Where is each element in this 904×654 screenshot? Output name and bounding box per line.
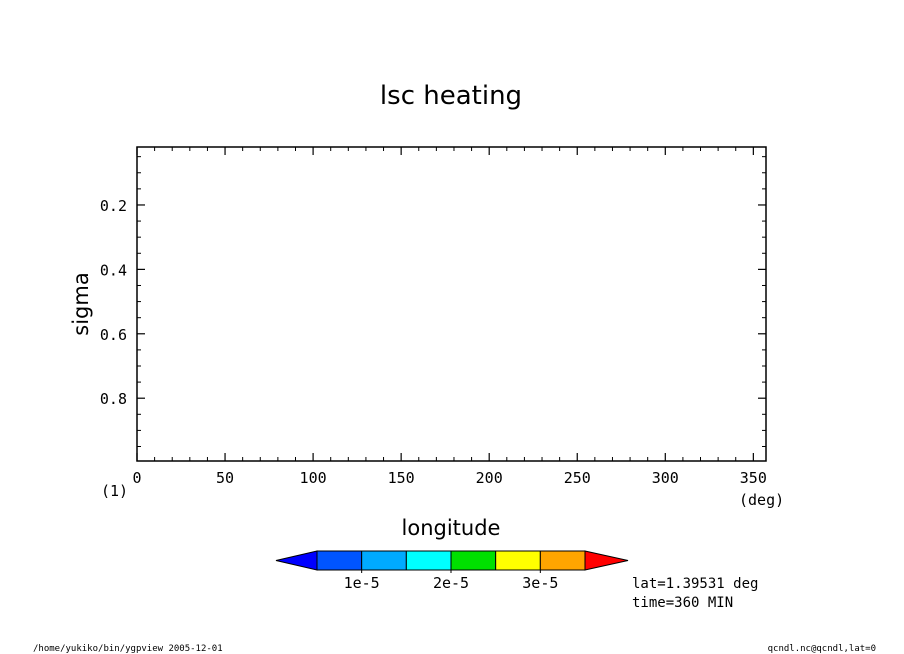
x-tick-label: 0 <box>132 469 141 487</box>
y-axis-label: sigma <box>69 272 93 335</box>
colorbar-tick-label: 2e-5 <box>433 574 469 592</box>
y-tick-label: 0.4 <box>100 261 127 279</box>
y-tick-label: 0.2 <box>100 197 127 215</box>
x-tick-label: 50 <box>216 469 234 487</box>
x-axis-tick-labels: 0 50 100 150 200 250 300 350 <box>132 469 766 487</box>
x-tick-label: 350 <box>740 469 767 487</box>
corner-label: (1) <box>101 482 128 500</box>
plot-area <box>136 146 767 462</box>
x-axis-ticks <box>136 147 754 461</box>
colorbar-tick-labels: 1e-5 2e-5 3e-5 <box>344 570 558 592</box>
chart-title: lsc heating <box>380 81 522 111</box>
colorbar-tick-label: 1e-5 <box>344 574 380 592</box>
x-tick-label: 300 <box>652 469 679 487</box>
annotation-time: time=360 MIN <box>632 595 733 611</box>
x-tick-label: 100 <box>300 469 327 487</box>
x-axis-unit: (deg) <box>739 491 784 509</box>
x-tick-label: 200 <box>476 469 503 487</box>
y-tick-label: 0.6 <box>100 326 127 344</box>
colorbar-segment <box>539 550 586 571</box>
colorbar <box>275 550 629 571</box>
y-tick-label: 0.8 <box>100 390 127 408</box>
x-tick-label: 150 <box>388 469 415 487</box>
annotation-lat: lat=1.39531 deg <box>632 576 758 592</box>
x-tick-label: 250 <box>564 469 591 487</box>
colorbar-segment <box>405 550 452 571</box>
y-axis-tick-labels: 0.2 0.4 0.6 0.8 <box>100 197 127 408</box>
x-axis-label: longitude <box>402 516 501 540</box>
footer-right: qcndl.nc@qcndl,lat=0 <box>768 644 876 654</box>
footer-left: /home/yukiko/bin/ygpview 2005-12-01 <box>33 644 223 654</box>
colorbar-segment <box>495 550 541 571</box>
colorbar-segment <box>450 550 497 571</box>
colorbar-tick-label: 3e-5 <box>522 574 558 592</box>
colorbar-segment <box>361 550 407 571</box>
y-axis-ticks <box>137 156 766 448</box>
colorbar-over-arrow <box>584 550 629 571</box>
colorbar-segment <box>316 550 363 571</box>
